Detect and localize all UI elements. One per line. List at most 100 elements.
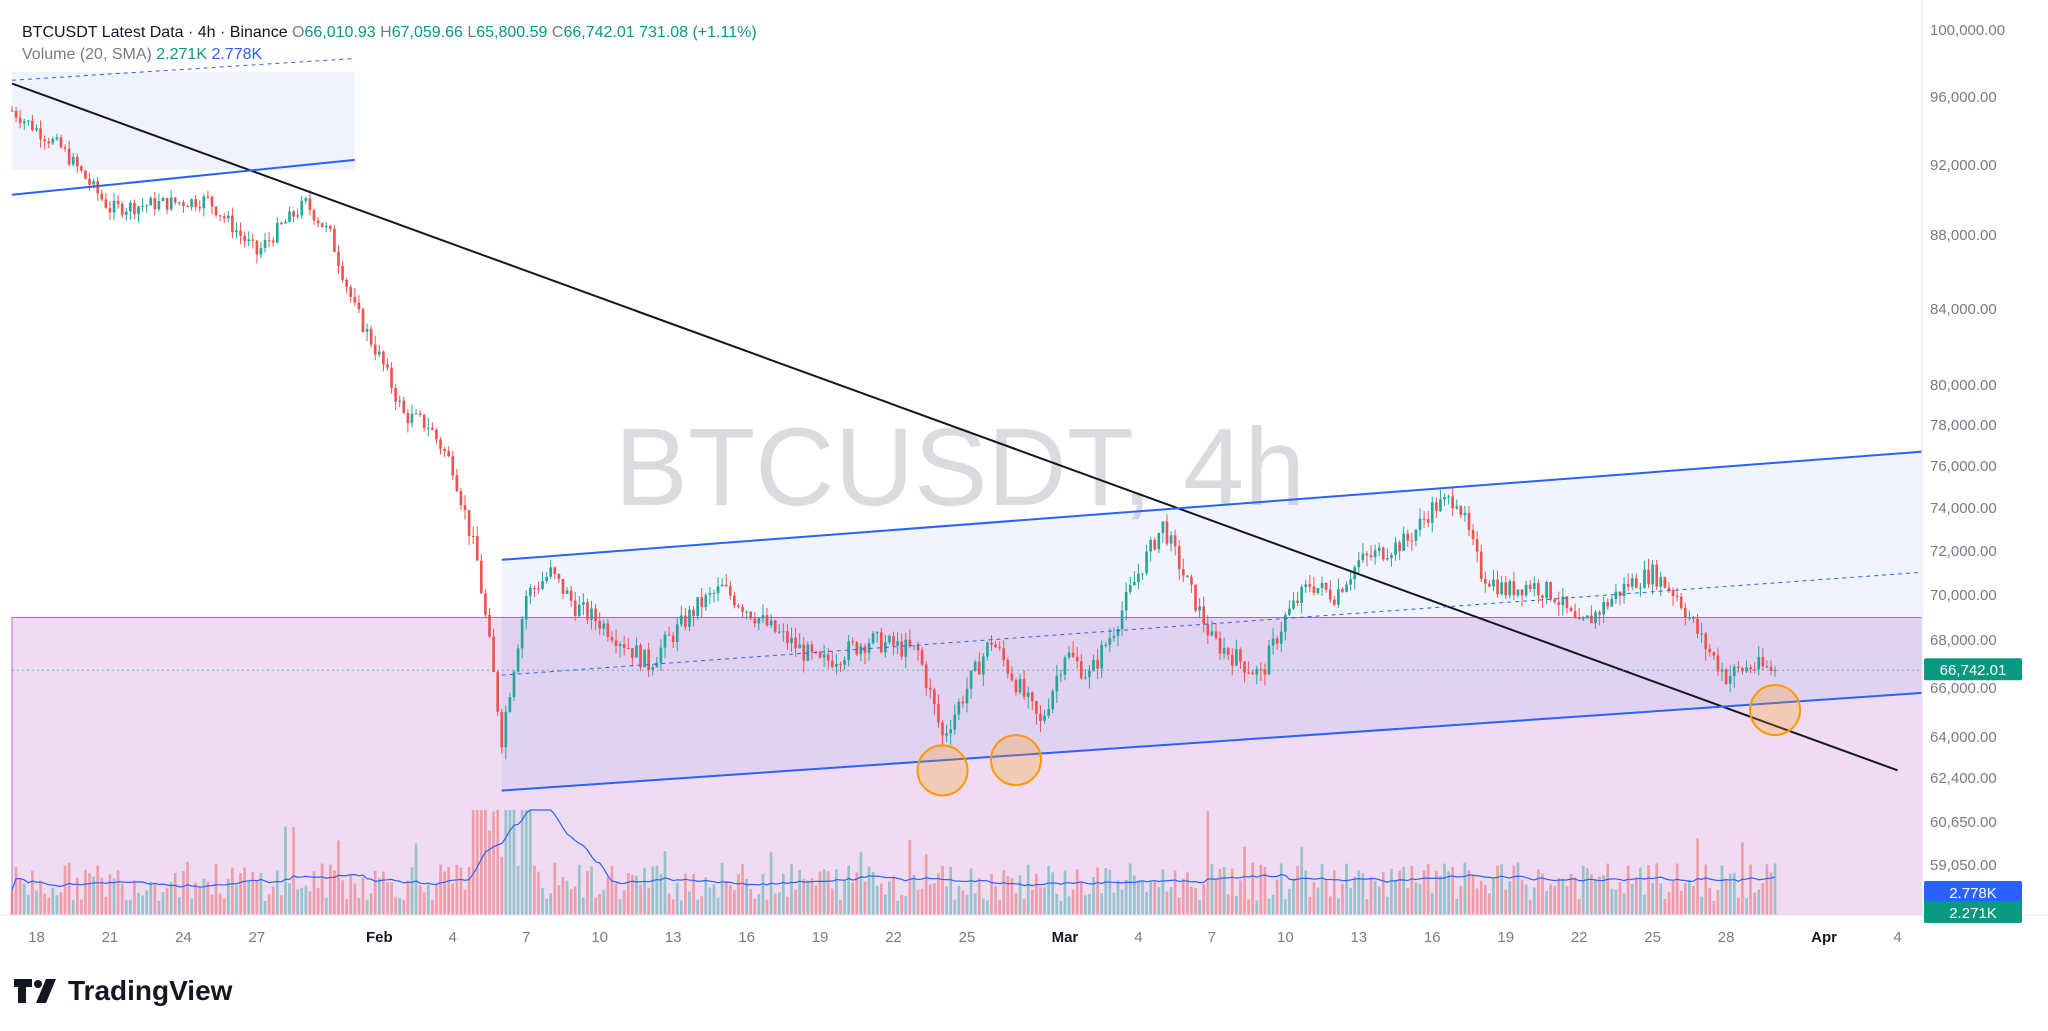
candle-body[interactable] [1561,596,1565,606]
candle-body[interactable] [116,200,120,204]
candle-body[interactable] [1218,637,1222,654]
candle-body[interactable] [312,210,316,221]
candle-body[interactable] [80,166,83,171]
candle-body[interactable] [965,688,969,704]
candle-body[interactable] [365,328,369,332]
candle-body[interactable] [1398,542,1401,551]
candle-body[interactable] [537,588,540,590]
candle-body[interactable] [1202,606,1206,625]
candle-body[interactable] [512,671,516,698]
candle-body[interactable] [1643,569,1646,588]
candle-body[interactable] [1639,587,1642,589]
candle-body[interactable] [692,609,695,617]
candle-body[interactable] [859,646,863,655]
candle-body[interactable] [247,239,251,242]
candle-body[interactable] [590,608,593,620]
candle-body[interactable] [924,664,928,688]
candle-body[interactable] [504,711,508,748]
candle-body[interactable] [1304,584,1308,587]
candle-body[interactable] [300,200,304,216]
candle-body[interactable] [1337,589,1340,605]
candle-body[interactable] [206,196,210,198]
candle-body[interactable] [296,215,300,217]
candle-body[interactable] [275,222,279,243]
candle-body[interactable] [928,687,932,690]
lower-channel-line[interactable] [501,691,1923,792]
candle-body[interactable] [639,645,642,668]
candle-body[interactable] [353,296,357,303]
candle-body[interactable] [696,597,699,617]
candle-body[interactable] [451,456,455,476]
candle-body[interactable] [1426,519,1430,523]
candle-body[interactable] [1259,669,1263,671]
candle-body[interactable] [1243,661,1246,673]
candle-body[interactable] [1332,599,1336,605]
candle-body[interactable] [31,120,34,131]
candle-body[interactable] [1279,631,1283,644]
candle-body[interactable] [904,639,908,657]
candle-body[interactable] [369,328,373,345]
candle-body[interactable] [1022,679,1026,697]
candle-body[interactable] [108,207,112,213]
candle-body[interactable] [716,586,720,594]
candle-body[interactable] [569,590,573,601]
symbol-title[interactable]: BTCUSDT Latest Data · 4h · Binance [22,24,288,41]
candle-body[interactable] [1716,655,1720,672]
candle-body[interactable] [724,584,728,587]
candle-body[interactable] [1704,633,1708,649]
candle-body[interactable] [818,651,822,658]
candle-body[interactable] [614,640,618,646]
candle-body[interactable] [1239,649,1242,662]
candle-body[interactable] [847,641,850,661]
candle-body[interactable] [1149,539,1152,552]
candle-body[interactable] [851,641,855,643]
candle-body[interactable] [1141,573,1144,575]
candle-body[interactable] [1667,587,1671,591]
candle-body[interactable] [973,661,977,671]
candle-body[interactable] [271,240,275,243]
candle-body[interactable] [1581,618,1585,620]
candle-body[interactable] [1773,670,1777,672]
candle-body[interactable] [949,729,953,734]
candle-body[interactable] [1504,582,1508,596]
candle-body[interactable] [745,611,748,613]
candle-body[interactable] [1675,595,1679,597]
candle-body[interactable] [1463,512,1467,516]
candle-body[interactable] [610,637,614,641]
candle-body[interactable] [414,413,418,415]
candle-body[interactable] [700,597,704,608]
candle-body[interactable] [1630,578,1634,587]
candle-body[interactable] [361,309,365,332]
candle-body[interactable] [1757,657,1761,670]
candle-body[interactable] [443,449,446,452]
candle-body[interactable] [1047,709,1050,716]
candle-body[interactable] [14,110,18,118]
candle-body[interactable] [1116,629,1120,637]
candle-body[interactable] [390,367,393,388]
candle-body[interactable] [426,427,430,429]
candle-body[interactable] [1492,579,1495,587]
candle-body[interactable] [1634,578,1638,588]
candle-body[interactable] [1663,577,1667,588]
candle-body[interactable] [769,620,773,626]
candle-body[interactable] [341,265,344,280]
candle-body[interactable] [761,615,765,619]
candle-body[interactable] [59,137,63,148]
candle-body[interactable] [1594,612,1597,624]
candle-body[interactable] [22,121,26,124]
candle-body[interactable] [243,235,246,242]
candle-body[interactable] [373,344,377,355]
candle-body[interactable] [1267,645,1271,675]
candle-body[interactable] [1288,608,1291,615]
candle-body[interactable] [1471,530,1475,540]
candle-body[interactable] [1753,669,1756,671]
candle-body[interactable] [406,413,410,424]
candle-body[interactable] [875,632,879,634]
candle-body[interactable] [324,225,328,228]
candle-body[interactable] [124,211,128,215]
candle-body[interactable] [1075,656,1079,662]
candle-body[interactable] [349,286,353,297]
highlight-circle[interactable] [989,734,1042,787]
candle-body[interactable] [84,170,87,179]
candle-body[interactable] [488,614,491,637]
